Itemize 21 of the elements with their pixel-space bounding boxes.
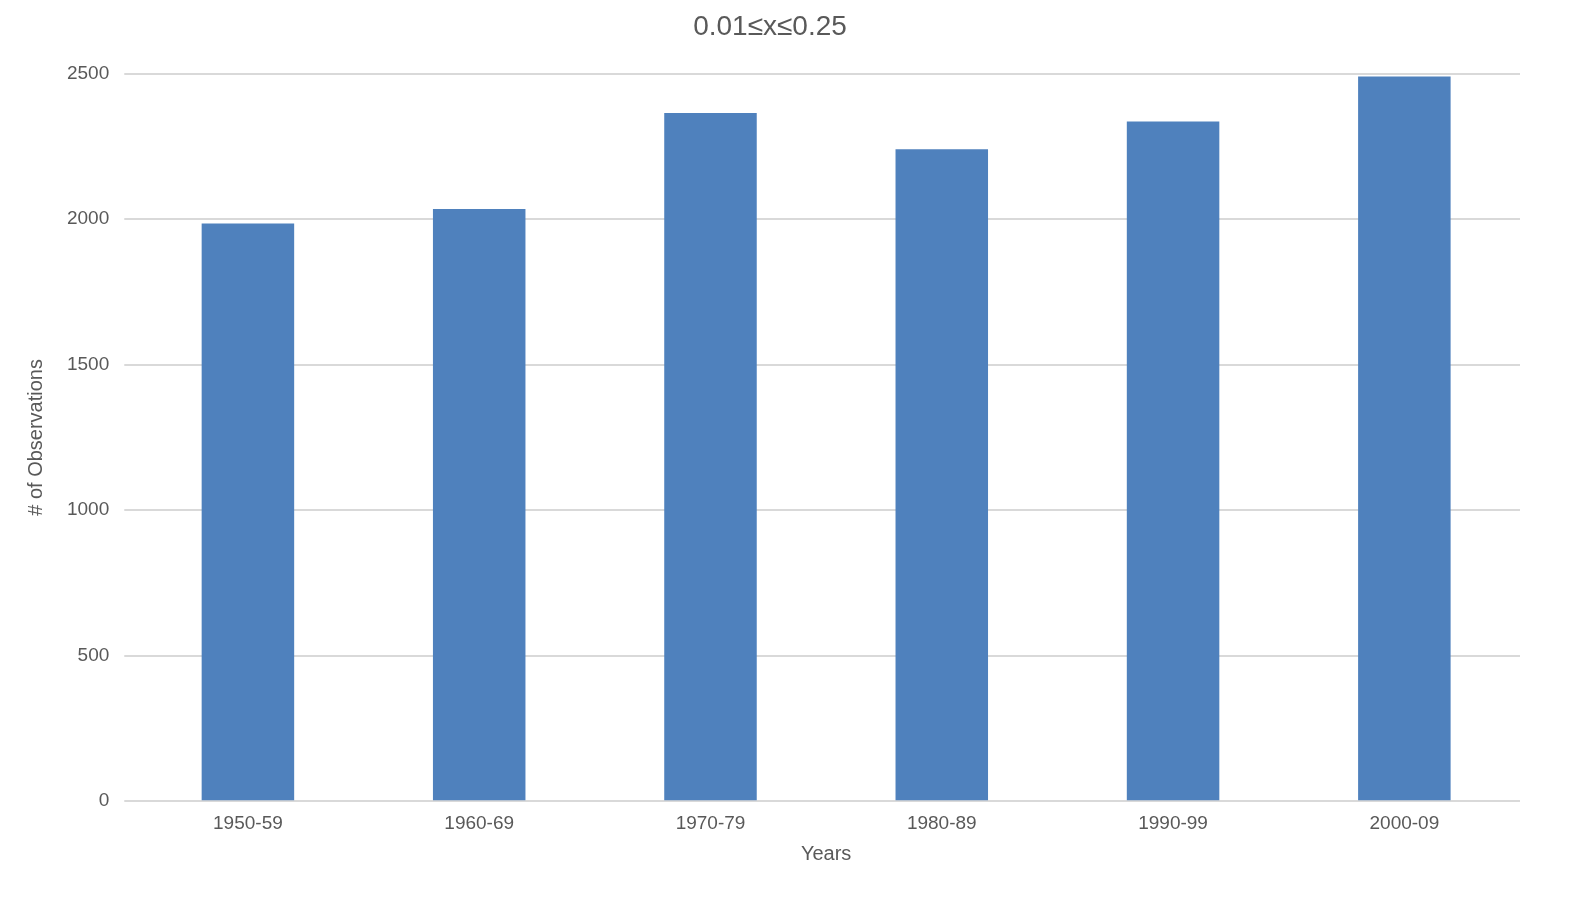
y-axis-title: # of Observations (23, 359, 46, 516)
x-tick-label: 1970-79 (675, 811, 746, 833)
y-tick-label: 1500 (66, 352, 110, 374)
x-tick-label: 2000-09 (1369, 811, 1440, 833)
chart-title: 0.01≤x≤0.25 (693, 9, 847, 41)
x-tick-label: 1990-99 (1138, 811, 1208, 833)
y-tick-label: 500 (77, 643, 110, 665)
x-tick-label: 1950-59 (213, 811, 283, 833)
bar (432, 208, 526, 801)
bar (1358, 76, 1451, 801)
y-tick-label: 1000 (66, 498, 110, 520)
bar (1126, 121, 1220, 801)
bar (895, 149, 989, 801)
y-tick-label: 0 (98, 789, 110, 811)
y-tick-label: 2000 (66, 207, 110, 229)
x-axis-title: Years (800, 841, 852, 864)
x-tick-label: 1980-89 (906, 811, 977, 833)
y-tick-label: 2500 (66, 61, 110, 83)
bar (201, 223, 295, 801)
x-tick-label: 1960-69 (444, 811, 515, 833)
bar (664, 112, 757, 801)
